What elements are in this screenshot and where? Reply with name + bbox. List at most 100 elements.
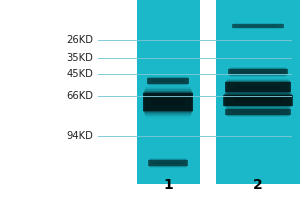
Bar: [149, 159, 187, 167]
Bar: [149, 159, 187, 167]
Bar: [234, 23, 282, 29]
Bar: [230, 67, 286, 77]
Bar: [150, 158, 186, 168]
Bar: [146, 86, 190, 118]
Text: 2: 2: [253, 178, 263, 192]
Bar: [224, 93, 292, 107]
Bar: [226, 91, 290, 109]
Bar: [227, 107, 289, 117]
Bar: [143, 92, 193, 112]
Bar: [229, 68, 287, 76]
Bar: [145, 86, 191, 118]
Text: 94KD: 94KD: [66, 131, 93, 141]
Bar: [147, 78, 189, 84]
Bar: [149, 76, 187, 86]
Text: 35KD: 35KD: [66, 53, 93, 63]
Bar: [227, 79, 289, 95]
Bar: [235, 86, 281, 88]
Bar: [148, 77, 188, 85]
Bar: [228, 69, 288, 75]
Bar: [232, 24, 284, 28]
Text: 26KD: 26KD: [66, 35, 93, 45]
Bar: [226, 90, 290, 110]
Bar: [229, 68, 287, 76]
Bar: [226, 81, 290, 93]
Text: 66KD: 66KD: [66, 91, 93, 101]
Bar: [226, 80, 290, 94]
Bar: [229, 68, 287, 76]
Bar: [227, 107, 289, 117]
Bar: [147, 78, 189, 84]
Bar: [231, 67, 285, 77]
Bar: [148, 160, 188, 166]
Bar: [227, 107, 289, 117]
Bar: [232, 24, 284, 28]
Bar: [150, 158, 186, 168]
Bar: [228, 69, 288, 75]
Bar: [224, 94, 292, 106]
Bar: [225, 109, 291, 115]
Bar: [151, 99, 185, 105]
Bar: [148, 77, 188, 85]
Bar: [147, 78, 189, 84]
Bar: [224, 94, 292, 106]
Bar: [226, 108, 290, 116]
Bar: [227, 108, 289, 116]
Bar: [226, 81, 290, 93]
Bar: [234, 23, 282, 29]
Bar: [149, 159, 187, 167]
Bar: [148, 160, 188, 166]
Bar: [149, 159, 187, 167]
Bar: [233, 23, 283, 29]
Bar: [225, 82, 291, 92]
Bar: [136, 0, 200, 184]
Bar: [229, 68, 287, 76]
Bar: [228, 69, 288, 75]
Bar: [225, 93, 291, 107]
Bar: [230, 67, 286, 77]
Bar: [144, 91, 192, 113]
Bar: [227, 79, 289, 95]
Bar: [226, 108, 290, 116]
Bar: [145, 87, 191, 117]
Bar: [153, 80, 183, 82]
Bar: [148, 77, 188, 85]
Bar: [147, 77, 189, 85]
Bar: [145, 88, 191, 116]
Bar: [230, 67, 286, 77]
Bar: [144, 89, 192, 115]
Bar: [150, 158, 186, 168]
Bar: [230, 67, 286, 77]
Bar: [227, 80, 289, 94]
Bar: [226, 108, 290, 116]
Bar: [149, 158, 187, 168]
Bar: [233, 23, 283, 29]
Bar: [225, 109, 291, 115]
Bar: [233, 23, 283, 29]
Bar: [235, 111, 281, 113]
Bar: [228, 107, 288, 117]
Bar: [148, 77, 188, 85]
Bar: [234, 23, 282, 29]
Bar: [226, 91, 290, 109]
Bar: [227, 79, 289, 95]
Bar: [145, 88, 191, 116]
Bar: [225, 82, 291, 92]
Bar: [216, 0, 300, 184]
Bar: [148, 77, 188, 85]
Text: 1: 1: [163, 178, 173, 192]
Bar: [225, 92, 291, 108]
Bar: [224, 93, 292, 107]
Bar: [225, 109, 291, 115]
Bar: [225, 92, 291, 108]
Bar: [223, 95, 293, 106]
Bar: [230, 68, 286, 76]
Bar: [148, 76, 188, 86]
Bar: [232, 24, 284, 28]
Bar: [237, 71, 279, 73]
Bar: [234, 98, 282, 102]
Bar: [145, 89, 191, 115]
Bar: [147, 78, 189, 84]
Bar: [228, 78, 288, 96]
Bar: [232, 24, 284, 28]
